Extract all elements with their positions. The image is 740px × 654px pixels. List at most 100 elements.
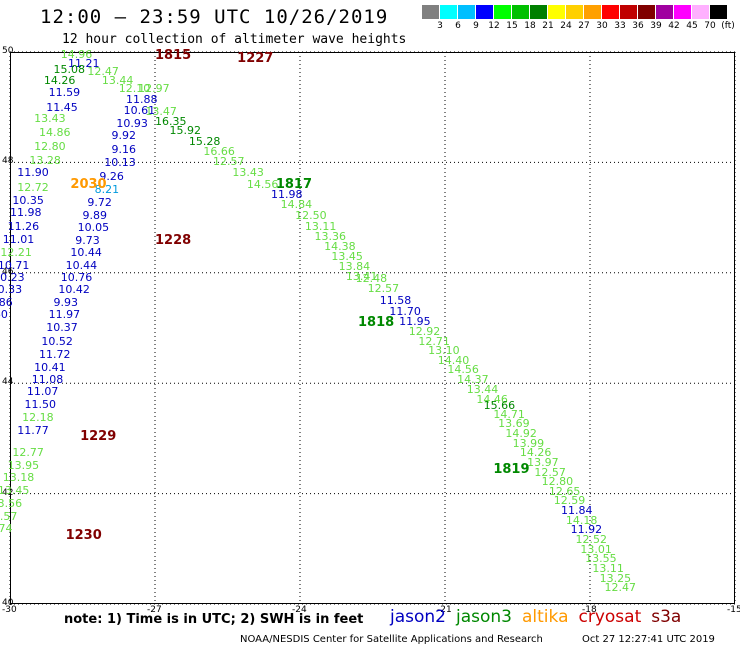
color-scale-label: 12 <box>488 21 500 31</box>
color-scale-labels: 3 6 9 12 15 18 21 24 27 30 33 36 39 42 45 70 (ft) <box>422 19 735 33</box>
color-swatch <box>602 5 620 19</box>
wave-height-value: 13.11 <box>304 219 337 233</box>
wave-height-value: 10.35 <box>12 193 44 207</box>
wave-height-value: 14.57 <box>0 509 18 523</box>
wave-height-value: 15.08 <box>53 62 86 76</box>
wave-height-value: 12.72 <box>17 181 49 195</box>
wave-height-value: 11.08 <box>31 372 64 386</box>
wave-height-value: 13.44 <box>466 382 499 396</box>
satellite-legend: jason2 jason3 altika cryosat s3a <box>390 607 691 627</box>
wave-height-value: 9.72 <box>87 196 112 210</box>
color-swatch <box>584 5 602 19</box>
longitude-tick-label: -27 <box>147 605 162 615</box>
color-scale-label: 36 <box>632 21 644 31</box>
color-scale-label: 6 <box>455 21 461 31</box>
wave-height-value: 10.61 <box>123 103 156 117</box>
wave-height-value: 11.77 <box>17 424 49 438</box>
wave-height-value: 12.48 <box>355 272 388 286</box>
color-scale-label: 27 <box>578 21 590 31</box>
wave-height-value: 10.93 <box>116 116 148 130</box>
wave-height-value: 13.10 <box>428 344 460 358</box>
wave-height-value: 15.28 <box>188 135 221 149</box>
color-swatch <box>710 5 728 19</box>
wave-height-value: 13.84 <box>338 260 371 274</box>
wave-height-value: 11.45 <box>46 101 78 115</box>
color-swatch <box>548 5 566 19</box>
color-scale-label: 70 <box>704 21 716 31</box>
wave-height-value: 12.71 <box>418 334 450 348</box>
wave-height-value: 10.44 <box>65 258 98 272</box>
wave-height-value: 14.26 <box>43 73 76 87</box>
wave-height-value: 14.37 <box>457 373 489 387</box>
page-title: 12:00 – 23:59 UTC 10/26/2019 <box>40 6 389 28</box>
latitude-tick-label: 42 <box>2 487 14 498</box>
wave-height-value: 13.69 <box>498 417 530 431</box>
units-note: note: 1) Time is in UTC; 2) SWH is in fe… <box>64 612 364 627</box>
wave-height-value: 10.41 <box>34 360 66 374</box>
longitude-tick-label: -24 <box>292 605 307 615</box>
pass-time-label: 1818 <box>358 315 395 331</box>
color-swatch <box>422 5 440 19</box>
wave-height-value: 12.97 <box>138 81 170 95</box>
wave-height-value: 10.13 <box>104 156 136 170</box>
color-swatch <box>530 5 548 19</box>
color-scale-label: 9 <box>473 21 479 31</box>
color-swatch <box>494 5 512 19</box>
wave-height-value: 11.72 <box>39 347 71 361</box>
longitude-tick-label: -15 <box>727 605 740 615</box>
legend-entry-cryosat: cryosat <box>578 607 642 627</box>
wave-height-value: 11.98 <box>10 206 42 220</box>
wave-height-value: 11.84 <box>561 504 593 518</box>
longitude-tick-label: -18 <box>582 605 597 615</box>
wave-height-value: 12.80 <box>541 475 574 489</box>
legend-entry-altika: altika <box>522 607 569 627</box>
wave-height-value: 15.92 <box>169 124 202 138</box>
wave-height-value: 13.43 <box>232 166 264 180</box>
pass-time-label: 2030 <box>70 177 107 193</box>
wave-height-value: 14.84 <box>280 197 313 211</box>
wave-height-value: 14.56 <box>246 178 279 192</box>
legend-entry-jason3: jason3 <box>456 607 512 627</box>
wave-height-value: 14.40 <box>437 354 470 368</box>
wave-height-value: 12.47 <box>87 65 119 79</box>
wave-height-value: 13.95 <box>7 458 40 472</box>
wave-height-value: 11.70 <box>389 305 421 319</box>
wave-height-value: 12.18 <box>22 411 54 425</box>
legend-entry-jason2: jason2 <box>390 607 446 627</box>
pass-time-label: 1230 <box>65 528 102 543</box>
color-scale-label: 24 <box>560 21 572 31</box>
color-swatch <box>656 5 674 19</box>
color-scale-label: 45 <box>686 21 698 31</box>
color-swatch <box>458 5 476 19</box>
wave-height-value: 11.59 <box>48 86 81 100</box>
wave-height-value: 12.80 <box>34 139 66 153</box>
wave-height-value: 14.96 <box>60 47 93 61</box>
wave-height-value: 9.16 <box>111 142 137 156</box>
wave-height-value: 10.33 <box>0 283 23 297</box>
wave-height-value: 12.52 <box>575 532 608 546</box>
wave-height-value: 13.43 <box>34 112 66 126</box>
wave-height-value: 16.35 <box>155 115 187 128</box>
latitude-tick-label: 46 <box>2 266 14 277</box>
wave-height-value: 11.95 <box>399 315 431 329</box>
wave-height-value: 13.99 <box>512 436 545 450</box>
wave-height-value: 11.50 <box>24 398 57 412</box>
wave-height-value: 12.59 <box>553 494 586 508</box>
wave-height-value: 11.98 <box>271 188 303 202</box>
color-swatch <box>638 5 656 19</box>
wave-height-value: 13.45 <box>331 250 363 264</box>
wave-height-value: 13.28 <box>29 153 61 167</box>
wave-height-value: 13.11 <box>592 561 624 575</box>
wave-height-value: 11.97 <box>48 308 81 322</box>
wave-height-value: 13.25 <box>599 571 632 585</box>
color-scale-label: 21 <box>542 21 554 31</box>
wave-height-value: 14.46 <box>476 392 508 406</box>
latitude-tick-label: 50 <box>2 46 14 56</box>
wave-height-value: 12.57 <box>367 282 400 296</box>
color-swatch <box>566 5 584 19</box>
wave-height-value: 9.26 <box>99 170 124 184</box>
pass-time-label: 1819 <box>493 461 530 477</box>
wave-height-value: 12.92 <box>408 324 441 338</box>
wave-height-value: 8.21 <box>94 182 120 196</box>
wave-height-value: 13.01 <box>580 542 612 556</box>
